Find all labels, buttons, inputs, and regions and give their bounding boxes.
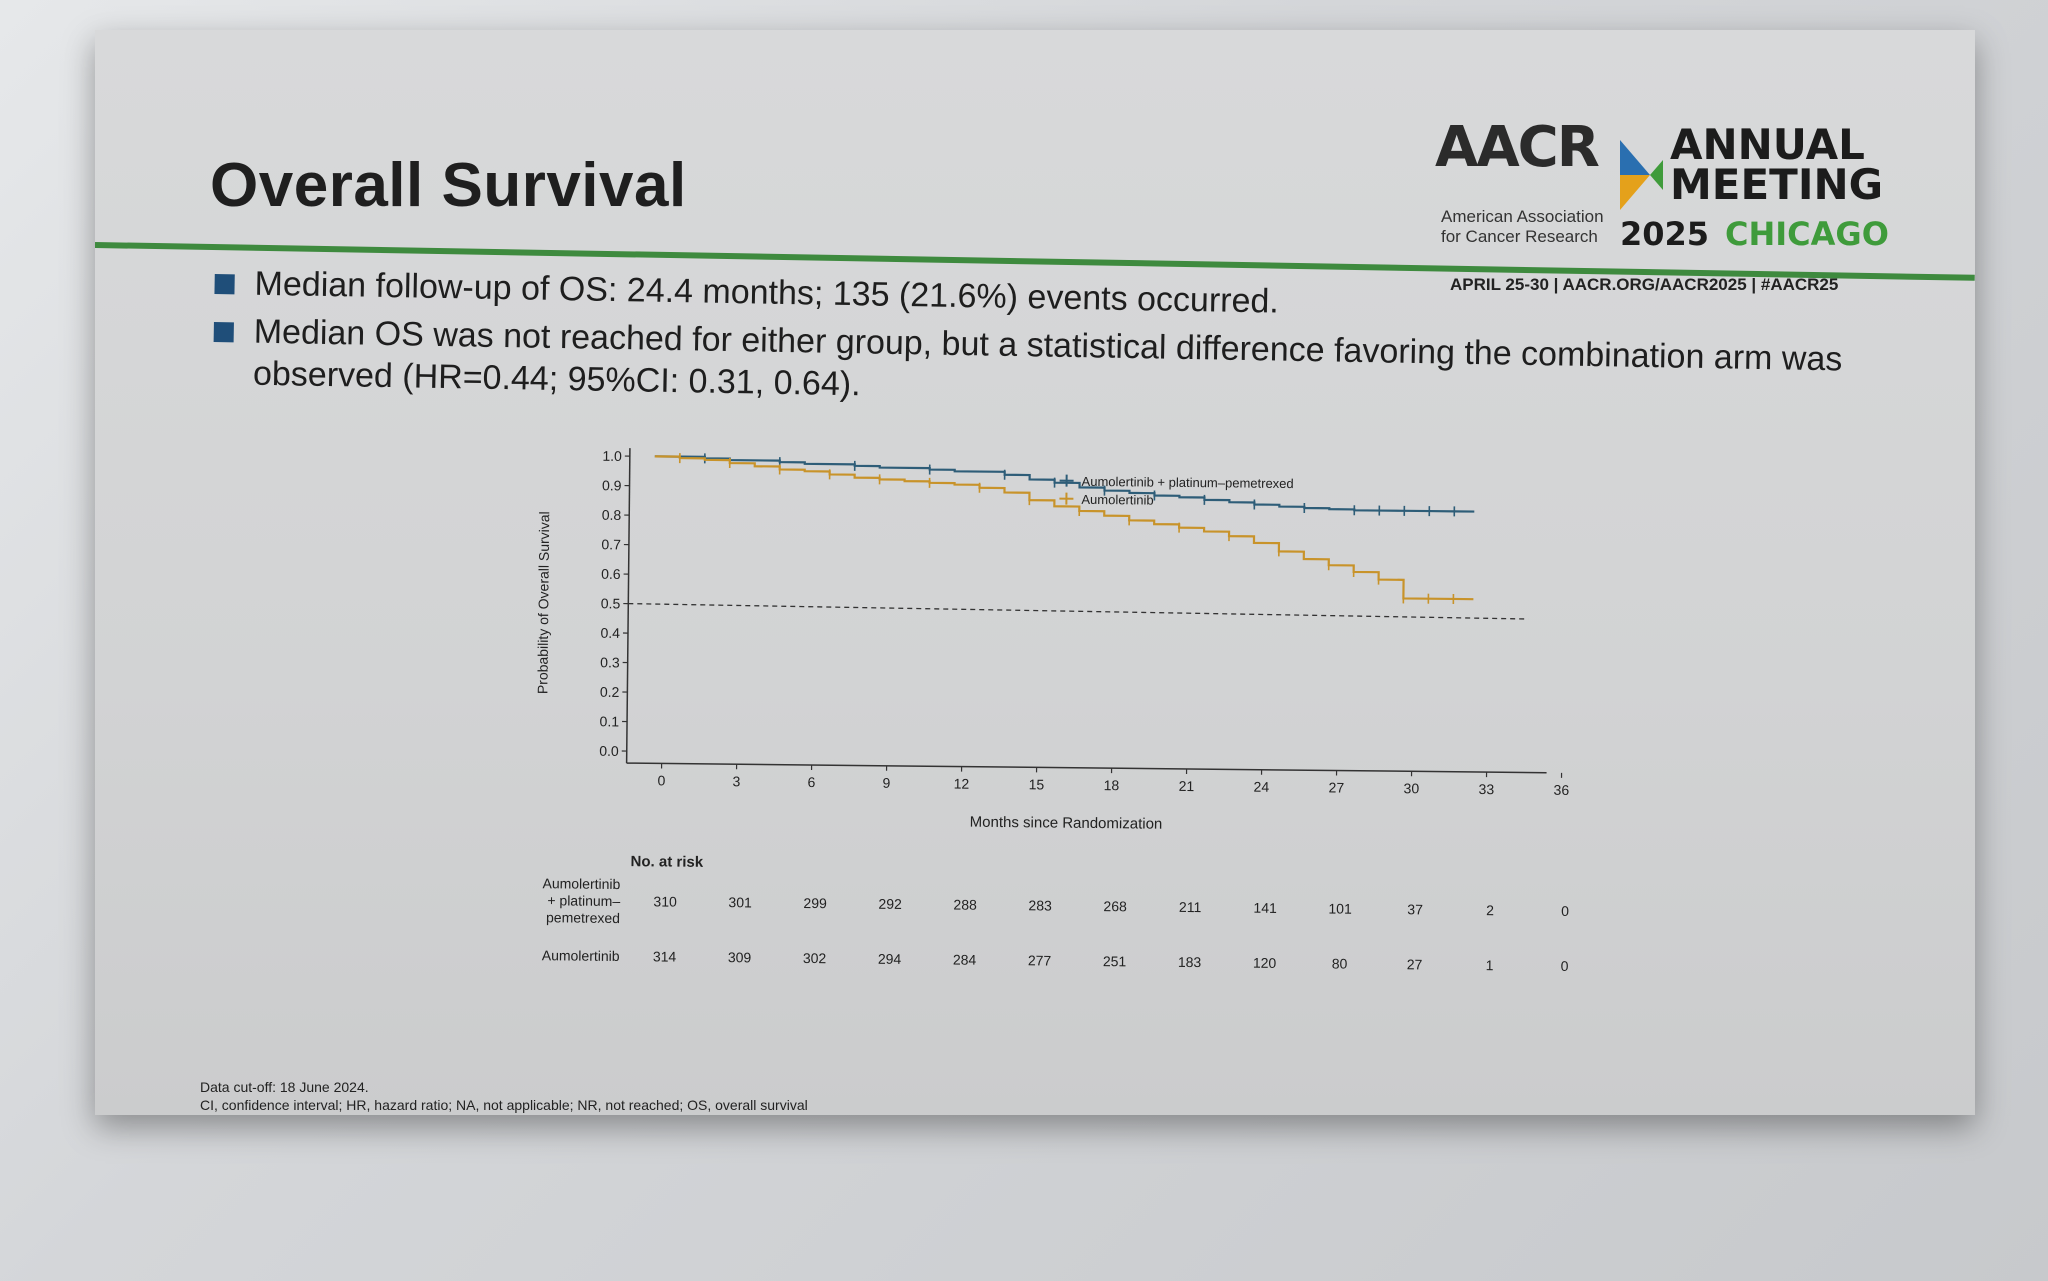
risk-row-label: Aumolertinib: [542, 947, 620, 964]
x-tick-label: 18: [1104, 777, 1120, 793]
risk-value: 80: [1332, 955, 1348, 971]
x-tick-label: 9: [882, 775, 890, 791]
y-tick-label: 0.6: [601, 566, 621, 582]
city-label: CHICAGO: [1725, 215, 1889, 253]
y-tick-label: 0.2: [600, 684, 620, 700]
slide: Overall Survival AACR American Associati…: [95, 30, 1975, 1115]
x-tick-label: 12: [954, 776, 970, 792]
aacr-mark-icon: [1620, 140, 1663, 210]
risk-value: 301: [728, 894, 752, 910]
risk-value: 120: [1253, 955, 1277, 971]
bullet-list: Median follow-up of OS: 24.4 months; 135…: [213, 262, 1935, 430]
bullet-text: Median follow-up of OS: 24.4 months; 135…: [254, 264, 1280, 321]
risk-value: 0: [1561, 903, 1569, 919]
aacr-logo: AACR American Association for Cancer Res…: [1435, 115, 1915, 305]
y-tick-label: 0.4: [600, 625, 620, 641]
y-tick-label: 0.5: [601, 595, 621, 611]
x-tick-label: 3: [732, 773, 740, 789]
risk-row-label: Aumolertinib: [542, 875, 620, 892]
risk-row-label: + platinum–: [547, 892, 620, 909]
risk-row-label: pemetrexed: [546, 909, 620, 926]
risk-value: 0: [1561, 958, 1569, 974]
aacr-org-line1: American Association: [1441, 207, 1604, 226]
risk-value: 288: [953, 897, 977, 913]
year-label: 2025: [1620, 215, 1710, 253]
bullet-square-icon: [214, 273, 235, 295]
risk-value: 292: [878, 896, 902, 912]
aacr-wordmark: AACR: [1435, 115, 1600, 180]
meeting-dates: APRIL 25-30 | AACR.ORG/AACR2025 | #AACR2…: [1450, 275, 1839, 294]
bullet-square-icon: [213, 321, 234, 343]
series-line-combination: [654, 455, 1475, 513]
legend-label: Aumolertinib: [1081, 492, 1153, 508]
risk-value: 310: [653, 893, 677, 909]
x-tick-label: 27: [1329, 779, 1345, 795]
risk-value: 284: [953, 952, 977, 968]
aacr-org-line2: for Cancer Research: [1441, 227, 1598, 246]
footnote: Data cut-off: 18 June 2024. CI, confiden…: [200, 1078, 808, 1114]
km-chart: 0.00.10.20.30.40.50.60.70.80.91.00 3 6 9 12 1…: [534, 448, 1570, 974]
x-tick-label: 30: [1404, 780, 1420, 796]
footnote-abbreviations: CI, confidence interval; HR, hazard rati…: [200, 1097, 808, 1113]
risk-value: 183: [1178, 954, 1202, 970]
risk-value: 1: [1486, 957, 1494, 973]
y-tick-label: 0.9: [602, 477, 622, 493]
y-axis-line: [625, 448, 631, 764]
y-axis-label: Probability of Overall Survival: [534, 511, 552, 694]
risk-value: 27: [1407, 956, 1423, 972]
x-tick-label: 15: [1029, 776, 1045, 792]
annual-label: ANNUAL: [1670, 120, 1865, 169]
x-tick-label: 0: [657, 772, 665, 788]
x-axis-label: Months since Randomization: [970, 814, 1163, 833]
x-axis-line: [626, 762, 1547, 774]
median-reference-line: [628, 602, 1529, 620]
y-tick-label: 0.8: [602, 507, 622, 523]
risk-value: 268: [1103, 898, 1127, 914]
risk-value: 314: [653, 948, 677, 964]
x-tick-label: 21: [1179, 778, 1195, 794]
footnote-cutoff: Data cut-off: 18 June 2024.: [200, 1079, 369, 1095]
risk-value: 141: [1253, 900, 1277, 916]
risk-value: 37: [1407, 901, 1423, 917]
x-tick-label: 24: [1254, 779, 1270, 795]
y-tick-label: 0.7: [601, 536, 621, 552]
x-tick-label: 33: [1479, 781, 1495, 797]
y-tick-label: 1.0: [602, 448, 622, 464]
x-tick-label: 36: [1554, 782, 1570, 798]
risk-value: 277: [1028, 952, 1052, 968]
risk-table-heading: No. at risk: [631, 853, 704, 871]
y-tick-label: 0.0: [599, 743, 619, 759]
risk-value: 309: [728, 949, 752, 965]
risk-value: 302: [803, 950, 827, 966]
risk-value: 283: [1028, 897, 1052, 913]
risk-value: 211: [1179, 899, 1202, 915]
legend-label: Aumolertinib + platinum–pemetrexed: [1082, 474, 1294, 491]
x-tick-label: 6: [807, 774, 815, 790]
risk-value: 101: [1328, 900, 1352, 916]
y-tick-label: 0.3: [600, 654, 620, 670]
series-line-monotherapy: [654, 455, 1474, 601]
risk-value: 294: [878, 951, 902, 967]
slide-title: Overall Survival: [210, 151, 687, 220]
y-tick-label: 0.1: [600, 713, 620, 729]
meeting-label: MEETING: [1670, 160, 1884, 209]
risk-value: 299: [803, 895, 827, 911]
risk-value: 251: [1103, 953, 1127, 969]
risk-value: 2: [1486, 902, 1494, 918]
